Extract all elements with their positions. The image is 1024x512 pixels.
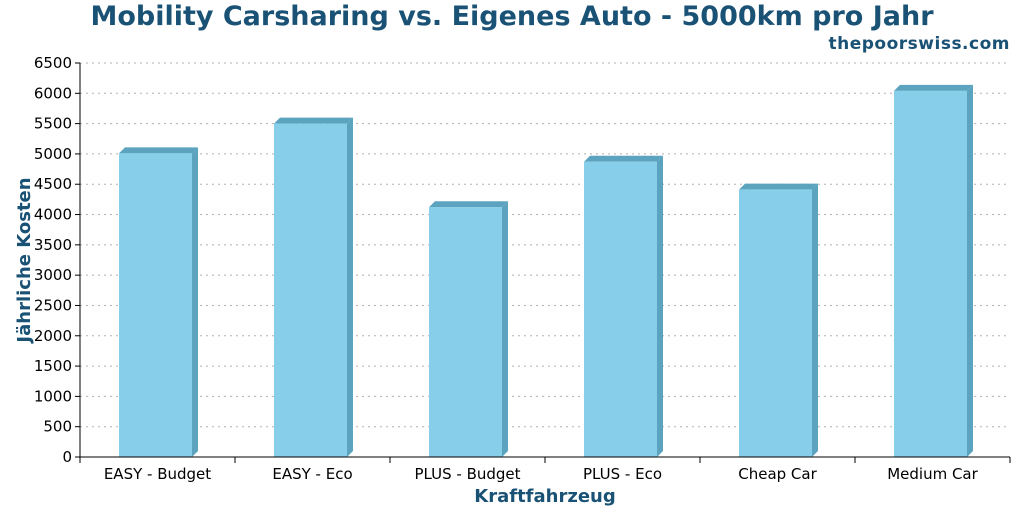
y-tick-label: 4500 [34, 175, 72, 193]
bar-side [192, 147, 198, 457]
bar [584, 155, 663, 457]
y-tick-label: 2000 [34, 327, 72, 345]
y-tick-label: 5000 [34, 145, 72, 163]
site-watermark: thepoorswiss.com [828, 34, 1010, 54]
bar-side [347, 117, 353, 457]
x-tick-label: Medium Car [887, 465, 978, 483]
bar [119, 147, 198, 457]
bar-front [894, 90, 967, 457]
y-tick-label: 500 [43, 418, 72, 436]
y-tick-label: 5500 [34, 115, 72, 133]
bar-top [894, 84, 973, 91]
bar-side [502, 201, 508, 457]
bar-top [119, 147, 198, 154]
bar-top [739, 183, 818, 190]
bar-side [657, 155, 663, 457]
y-tick-label: 0 [62, 448, 72, 466]
x-tick-label: PLUS - Budget [414, 465, 520, 483]
bar-top [274, 117, 353, 124]
bar-top [584, 155, 663, 162]
bar [429, 201, 508, 457]
bars [119, 84, 973, 457]
chart-title: Mobility Carsharing vs. Eigenes Auto - 5… [90, 1, 934, 32]
axes: 0 500 1000 1500 2000 2500 3000 3500 4000 4500 5000… [34, 54, 1011, 483]
y-tick-label: 4000 [34, 206, 72, 224]
bar-front [584, 161, 657, 457]
y-tick-label: 1500 [34, 357, 72, 375]
bar-front [274, 123, 347, 457]
bar-side [812, 183, 818, 457]
y-tick-label: 6500 [34, 54, 72, 72]
y-tick-label: 2500 [34, 296, 72, 314]
bar [739, 183, 818, 457]
y-tick-label: 3500 [34, 236, 72, 254]
y-tick-label: 6000 [34, 84, 72, 102]
x-tick-label: Cheap Car [738, 465, 817, 483]
bar [274, 117, 353, 457]
y-tick-label: 1000 [34, 387, 72, 405]
bar-front [119, 153, 192, 457]
bar-front [739, 189, 812, 457]
bar-top [429, 201, 508, 208]
bar-side [967, 84, 973, 457]
x-tick-label: EASY - Budget [104, 465, 211, 483]
y-tick-label: 3000 [34, 266, 72, 284]
x-tick-label: EASY - Eco [272, 465, 352, 483]
y-axis-title: Jährliche Kosten [14, 177, 35, 344]
grid-lines [80, 62, 1010, 428]
x-tick-label: PLUS - Eco [583, 465, 662, 483]
bar-front [429, 207, 502, 457]
bar [894, 84, 973, 457]
x-axis-title: Kraftfahrzeug [474, 486, 615, 507]
